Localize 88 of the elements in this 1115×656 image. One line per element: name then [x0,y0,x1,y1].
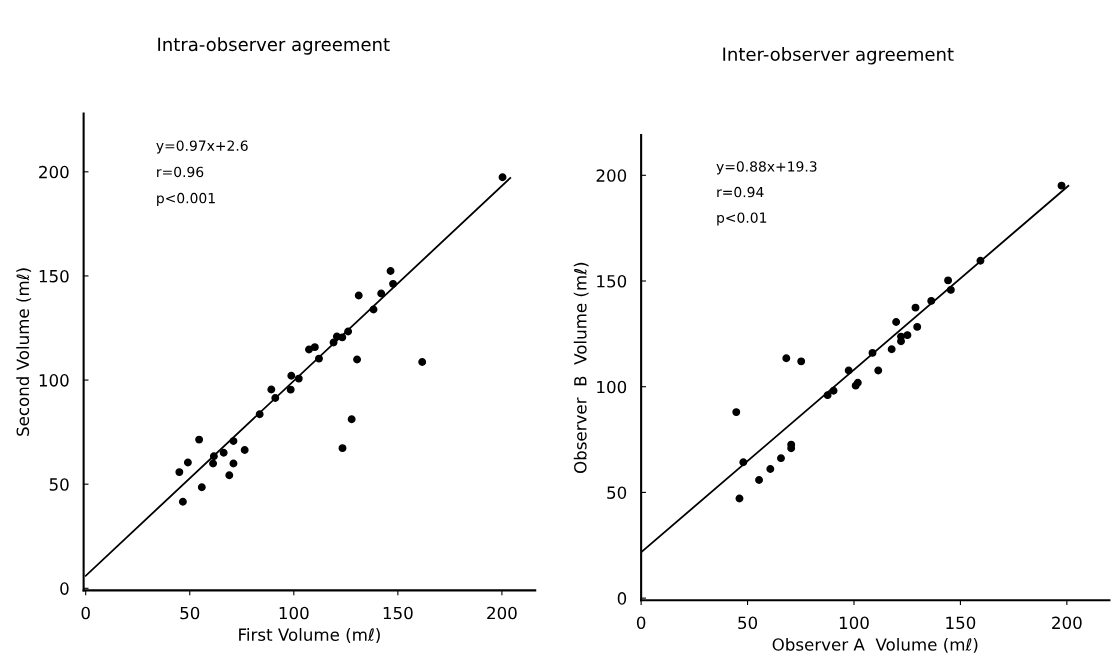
y-tick-label: 200 [596,169,627,182]
y-tick-label: 50 [49,478,69,491]
point [353,355,362,364]
x-tick-label: 150 [383,606,413,620]
point [755,475,764,484]
point [887,345,896,354]
point [310,343,319,352]
point [178,497,187,506]
annotation: r=0.94 [717,186,764,198]
y-tick-label: 150 [597,274,627,288]
y-tick-label: 100 [39,374,69,387]
point [735,494,744,503]
x-tick-label: 100 [839,616,869,630]
point [868,348,877,357]
point [829,386,838,395]
annotation: r=0.96 [157,166,204,178]
point [347,415,356,424]
point [240,446,249,454]
point [874,366,883,375]
point [209,459,218,468]
point [229,459,238,468]
x-axis-title: First Volume (mℓ) [239,628,380,643]
point [197,483,206,492]
point [286,385,295,394]
point [183,458,192,467]
point [903,331,912,340]
y-axis-title: Second Volume (mℓ) [16,268,32,436]
point [498,173,507,182]
x-tick-label: 50 [738,616,758,630]
point [267,385,276,394]
y-axis-title: Observer B Volume (mℓ) [573,262,589,473]
x-tick-label: 0 [81,606,90,620]
point [294,374,303,383]
point [271,394,280,402]
annotation: p<0.01 [717,212,767,226]
point [844,366,853,375]
point [976,256,985,265]
point [369,305,378,314]
point [338,444,347,453]
y-tick-label: 50 [607,486,627,499]
point [389,279,398,288]
point [287,371,296,380]
point [782,354,791,363]
point [338,333,347,342]
x-tick-label: 150 [946,616,976,630]
annotation: y=0.88x+19.3 [716,161,817,175]
point [823,391,832,400]
point [946,285,955,294]
point [219,448,228,457]
point [1057,181,1066,190]
x-tick-label: 200 [1052,616,1082,630]
point [209,452,218,461]
point [911,303,920,312]
point [329,338,338,347]
point [927,296,936,305]
x-tick-label: 50 [180,606,200,620]
chart-title: Intra-observer agreement [158,37,390,55]
point [418,357,427,366]
point [195,435,204,444]
point [229,437,238,446]
point [892,318,901,326]
x-tick-label: 0 [636,616,646,630]
y-tick-label: 200 [39,165,69,179]
point [175,468,184,477]
point [354,291,363,300]
annotation: p<0.001 [157,192,215,207]
point [732,408,741,417]
y-tick-label: 100 [597,380,627,394]
x-tick-label: 200 [487,606,517,620]
x-axis-title: Observer A Volume (mℓ) [772,637,978,653]
point [766,465,775,473]
point [739,458,748,467]
x-tick-label: 100 [279,606,309,620]
y-tick-label: 0 [617,592,627,605]
point [913,322,922,331]
point [377,289,386,298]
y-tick-label: 150 [39,269,69,283]
point [315,354,323,363]
point [255,410,264,419]
point [225,471,234,480]
chart-title: Inter-observer agreement [723,47,954,65]
y-tick-label: 0 [60,582,69,595]
point [777,454,785,463]
annotation: y=0.97x+2.6 [156,140,248,154]
point [944,276,953,285]
point [797,357,806,366]
point [386,266,395,275]
point [344,327,353,336]
